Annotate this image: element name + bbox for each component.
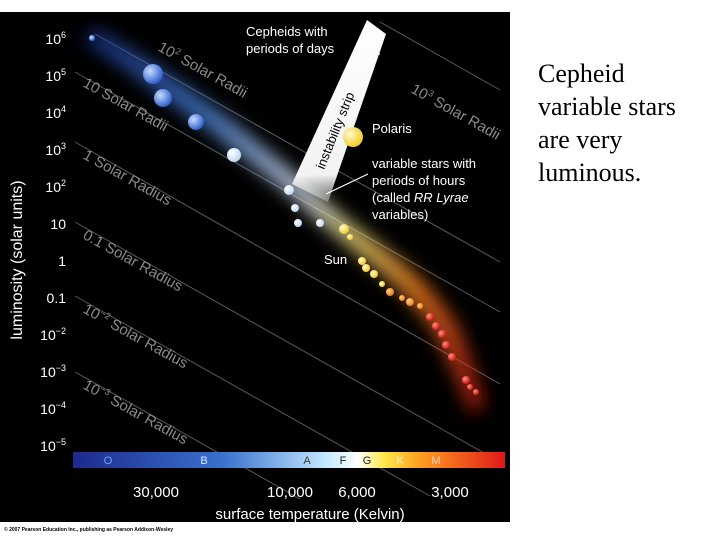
star [386, 288, 394, 296]
spectral-class-b: B [200, 455, 207, 467]
spectral-class-g: G [363, 455, 372, 467]
star [339, 224, 349, 234]
star [154, 89, 172, 107]
star [188, 114, 204, 130]
spectral-class-f: F [340, 455, 347, 467]
star [379, 281, 385, 287]
y-tick: 106 [45, 30, 66, 47]
radius-label-1000: 103 Solar Radii [408, 80, 504, 144]
star [406, 298, 414, 306]
polaris-star [343, 127, 363, 147]
rr-lyrae-label-line3: (called RR Lyrae [372, 190, 469, 205]
spectral-class-m: M [431, 455, 440, 467]
stars [89, 35, 479, 395]
cepheids-label-line1: Cepheids with [246, 24, 328, 39]
star [426, 313, 434, 321]
polaris-label: Polaris [372, 121, 412, 136]
hr-diagram: 102 Solar Radii 10 Solar Radii 1 Solar R… [0, 12, 510, 522]
star [89, 35, 95, 41]
instability-strip [292, 20, 386, 202]
radius-label-0-1: 0.1 Solar Radius [80, 227, 185, 296]
y-tick: 105 [45, 67, 66, 84]
x-ticks: 30,000 10,000 6,000 3,000 [133, 484, 469, 501]
rr-lyrae-pointer [325, 173, 369, 195]
y-tick: 0.1 [47, 290, 67, 306]
star [227, 148, 241, 162]
x-tick: 30,000 [133, 484, 179, 501]
y-tick: 10−3 [40, 363, 66, 380]
radius-line-0-001 [74, 371, 301, 500]
star [316, 219, 324, 227]
caption-line: are very [538, 125, 623, 154]
caption-line: variable stars [538, 92, 676, 121]
radius-line-1000 [379, 21, 501, 91]
radius-labels: 102 Solar Radii 10 Solar Radii 1 Solar R… [80, 39, 504, 449]
y-tick: 10−4 [40, 400, 66, 417]
rr-lyrae-label-line1: variable stars with [372, 156, 476, 171]
y-ticks: 106 105 104 103 102 10 1 0.1 10−2 10−3 1… [40, 30, 66, 454]
star [448, 353, 456, 361]
spectral-class-a: A [303, 455, 311, 467]
x-tick: 6,000 [338, 484, 376, 501]
radius-label-0-001: 10−3 Solar Radius [80, 376, 191, 448]
y-tick: 10−5 [40, 437, 66, 454]
annotation-lines [325, 51, 381, 195]
star [347, 234, 353, 240]
cepheids-pointer [359, 51, 381, 55]
y-tick: 102 [45, 178, 66, 195]
y-tick: 1 [58, 253, 66, 269]
sun-label: Sun [324, 252, 347, 267]
caption: Cepheid variable stars are very luminous… [538, 57, 713, 189]
x-tick: 10,000 [267, 484, 313, 501]
hr-diagram-svg: 102 Solar Radii 10 Solar Radii 1 Solar R… [9, 20, 505, 522]
caption-line: luminous. [538, 158, 642, 187]
star [294, 219, 302, 227]
y-tick: 104 [45, 104, 66, 121]
y-tick: 103 [45, 141, 66, 158]
radius-line-0-1 [74, 221, 501, 463]
star [442, 341, 450, 349]
cepheids-label-line2: periods of days [246, 41, 335, 56]
star [399, 295, 405, 301]
star [438, 330, 446, 338]
rr-lyrae-label-line4: variables) [372, 207, 428, 222]
annotations: Cepheids with periods of days Polaris va… [246, 24, 476, 267]
star [417, 303, 423, 309]
spectral-class-labels: O B A F G K M [104, 455, 441, 467]
x-tick: 3,000 [431, 484, 469, 501]
star [432, 322, 440, 330]
x-axis-label: surface temperature (Kelvin) [215, 506, 404, 522]
star [370, 270, 378, 278]
star [467, 384, 473, 390]
star [284, 185, 294, 195]
radius-line-1 [74, 141, 501, 385]
rr-lyrae-label-line2: periods of hours [372, 173, 466, 188]
star [473, 389, 479, 395]
spectral-class-o: O [104, 455, 113, 467]
star [358, 257, 366, 265]
copyright-notice: © 2007 Pearson Education Inc., publishin… [4, 527, 174, 533]
star [291, 204, 299, 212]
star [143, 64, 163, 84]
y-axis-label: luminosity (solar units) [9, 180, 26, 339]
spectral-class-bar [73, 452, 505, 468]
radius-lines [74, 21, 501, 500]
sun-star [362, 264, 370, 272]
caption-line: Cepheid [538, 59, 625, 88]
radius-label-0-01: 10−2 Solar Radius [80, 300, 191, 372]
y-tick: 10 [50, 216, 66, 232]
star [462, 376, 470, 384]
y-tick: 10−2 [40, 326, 66, 343]
spectral-class-k: K [396, 455, 404, 467]
radius-label-1: 1 Solar Radius [80, 147, 174, 210]
